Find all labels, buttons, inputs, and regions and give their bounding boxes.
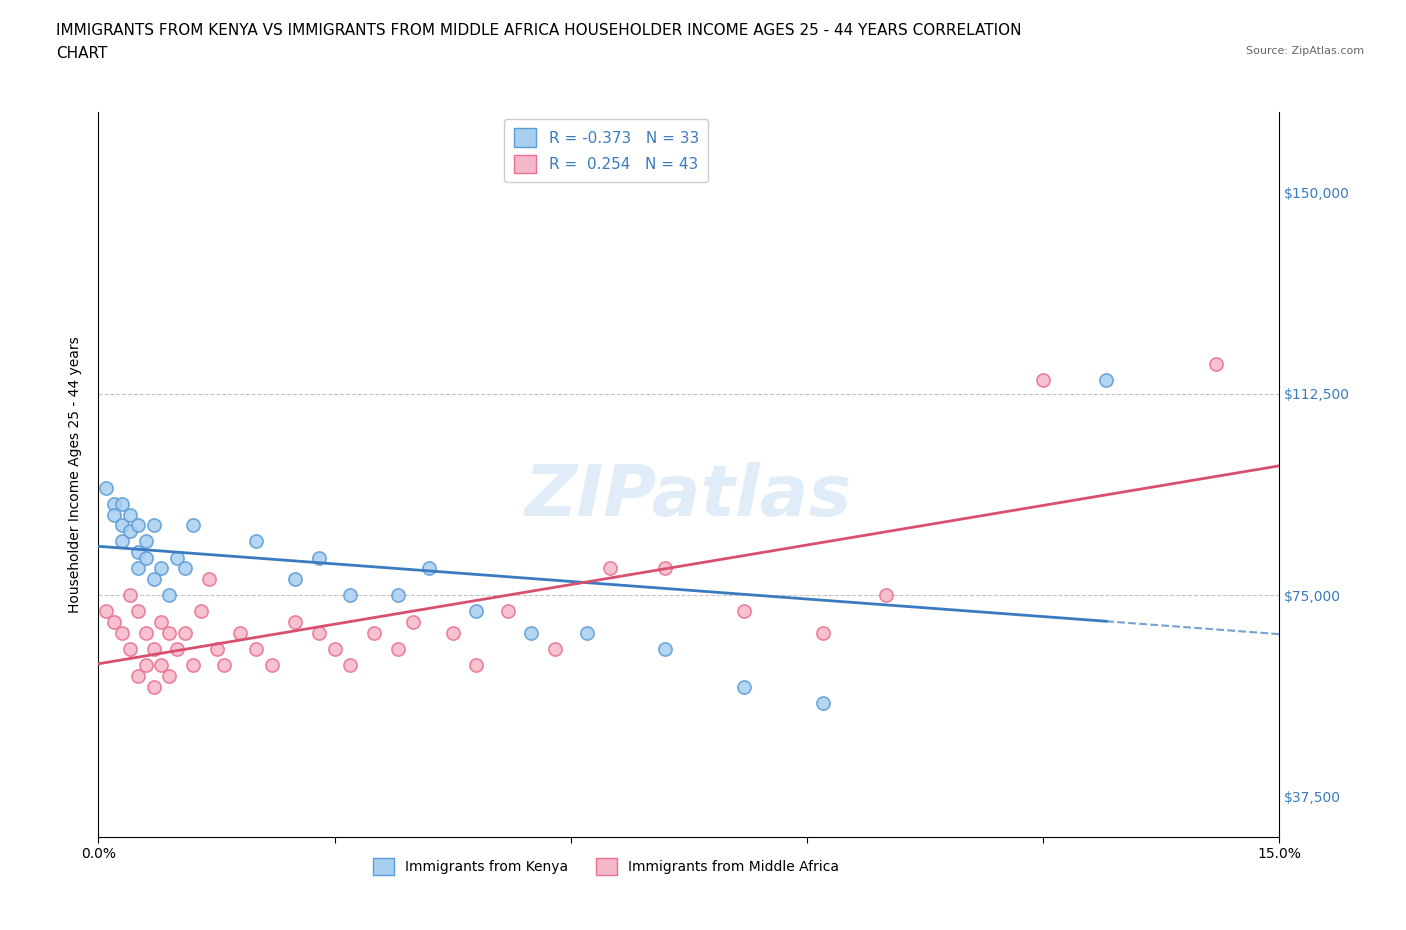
Point: [135, 551, 157, 565]
Point: [111, 518, 134, 533]
Point: [654, 561, 676, 576]
Point: [190, 604, 212, 618]
Text: CHART: CHART: [56, 46, 108, 61]
Point: [875, 588, 897, 603]
Point: [1032, 373, 1054, 388]
Point: [157, 588, 180, 603]
Point: [127, 518, 149, 533]
Point: [118, 524, 141, 538]
Point: [1205, 357, 1227, 372]
Point: [127, 604, 149, 618]
Point: [96, 604, 118, 618]
Point: [520, 625, 543, 640]
Point: [575, 625, 598, 640]
Point: [127, 669, 149, 684]
Point: [111, 534, 134, 549]
Point: [118, 507, 141, 522]
Text: Source: ZipAtlas.com: Source: ZipAtlas.com: [1246, 46, 1364, 57]
Point: [181, 518, 204, 533]
Point: [339, 588, 361, 603]
Point: [142, 572, 165, 587]
Point: [441, 625, 464, 640]
Point: [96, 480, 118, 495]
Point: [142, 518, 165, 533]
Point: [174, 625, 197, 640]
Point: [127, 561, 149, 576]
Point: [111, 625, 134, 640]
Point: [544, 642, 567, 657]
Point: [260, 658, 283, 672]
Point: [733, 679, 755, 694]
Point: [496, 604, 519, 618]
Point: [733, 604, 755, 618]
Point: [229, 625, 252, 640]
Point: [103, 497, 125, 512]
Point: [387, 588, 409, 603]
Point: [142, 679, 165, 694]
Point: [103, 615, 125, 630]
Point: [118, 588, 141, 603]
Point: [135, 534, 157, 549]
Point: [245, 642, 267, 657]
Point: [811, 625, 834, 640]
Point: [181, 658, 204, 672]
Point: [284, 615, 307, 630]
Point: [245, 534, 267, 549]
Point: [402, 615, 425, 630]
Point: [118, 642, 141, 657]
Point: [150, 615, 173, 630]
Point: [150, 561, 173, 576]
Point: [103, 507, 125, 522]
Point: [599, 561, 621, 576]
Point: [387, 642, 409, 657]
Point: [308, 625, 330, 640]
Point: [284, 572, 307, 587]
Point: [339, 658, 361, 672]
Y-axis label: Householder Income Ages 25 - 44 years: Householder Income Ages 25 - 44 years: [69, 336, 83, 613]
Point: [111, 497, 134, 512]
Point: [157, 669, 180, 684]
Text: IMMIGRANTS FROM KENYA VS IMMIGRANTS FROM MIDDLE AFRICA HOUSEHOLDER INCOME AGES 2: IMMIGRANTS FROM KENYA VS IMMIGRANTS FROM…: [56, 23, 1022, 38]
Point: [214, 658, 236, 672]
Point: [135, 658, 157, 672]
Point: [654, 642, 676, 657]
Point: [150, 658, 173, 672]
Point: [323, 642, 346, 657]
Point: [308, 551, 330, 565]
Point: [465, 658, 488, 672]
Point: [166, 642, 188, 657]
Point: [811, 696, 834, 711]
Point: [142, 642, 165, 657]
Point: [1095, 373, 1118, 388]
Point: [135, 625, 157, 640]
Point: [166, 551, 188, 565]
Point: [197, 572, 219, 587]
Point: [465, 604, 488, 618]
Legend: Immigrants from Kenya, Immigrants from Middle Africa: Immigrants from Kenya, Immigrants from M…: [368, 853, 845, 881]
Point: [157, 625, 180, 640]
Point: [127, 545, 149, 560]
Point: [418, 561, 440, 576]
Text: ZIPatlas: ZIPatlas: [526, 461, 852, 530]
Point: [363, 625, 385, 640]
Point: [174, 561, 197, 576]
Point: [205, 642, 228, 657]
